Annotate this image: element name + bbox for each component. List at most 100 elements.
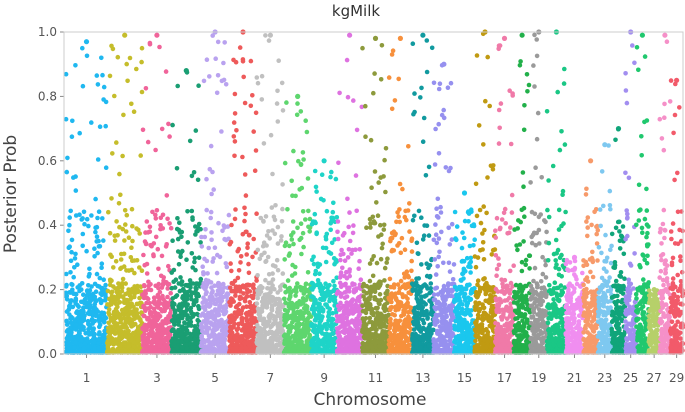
data-point: [100, 72, 105, 78]
data-point: [284, 100, 289, 105]
data-point: [196, 221, 202, 227]
data-point: [269, 205, 275, 210]
data-point: [313, 346, 319, 351]
data-point: [151, 253, 156, 259]
data-point: [409, 268, 414, 274]
data-point: [369, 185, 374, 190]
data-point: [305, 339, 311, 345]
data-point: [345, 255, 351, 260]
data-point: [176, 322, 181, 327]
data-point: [274, 101, 280, 106]
data-point: [167, 313, 173, 319]
data-point: [244, 304, 249, 310]
data-point: [344, 57, 350, 63]
data-point: [146, 321, 152, 327]
data-point: [96, 209, 102, 214]
data-point: [115, 292, 121, 298]
data-point: [228, 296, 234, 301]
data-point: [307, 229, 313, 234]
data-point: [350, 319, 356, 324]
data-point: [79, 287, 84, 292]
data-point: [178, 254, 183, 260]
data-point: [363, 134, 368, 139]
data-point: [269, 308, 275, 313]
data-point: [207, 166, 213, 172]
data-point: [152, 309, 157, 315]
data-point: [258, 284, 264, 289]
data-point: [395, 210, 400, 215]
data-point: [259, 97, 265, 102]
data-point: [149, 243, 154, 249]
data-point: [242, 205, 247, 211]
data-point: [306, 208, 311, 214]
data-point: [298, 302, 304, 307]
data-point: [163, 305, 169, 311]
data-point: [146, 339, 151, 345]
data-point: [342, 258, 348, 264]
data-point: [380, 241, 386, 247]
data-point: [227, 318, 233, 324]
data-point: [161, 321, 166, 326]
data-point: [107, 282, 113, 288]
data-point: [193, 289, 198, 294]
data-point: [100, 332, 106, 338]
data-point: [99, 55, 104, 61]
data-point: [323, 324, 328, 329]
data-point: [381, 222, 387, 228]
data-point: [335, 219, 341, 224]
data-point: [295, 101, 300, 106]
data-point: [73, 296, 79, 302]
data-point: [286, 323, 292, 329]
data-point: [367, 278, 373, 284]
data-point: [384, 314, 390, 319]
data-point: [195, 228, 200, 234]
data-point: [76, 336, 81, 341]
data-point: [282, 307, 288, 313]
data-point: [93, 196, 98, 202]
data-point: [218, 334, 224, 339]
data-point: [209, 230, 214, 235]
data-point: [137, 231, 142, 236]
data-point: [117, 342, 123, 348]
data-point: [189, 208, 195, 214]
data-point: [201, 299, 207, 304]
data-point: [319, 326, 325, 332]
data-point: [135, 289, 140, 295]
data-point: [132, 294, 137, 300]
data-point: [367, 315, 373, 321]
data-point: [150, 333, 155, 339]
data-point: [207, 296, 213, 301]
data-point: [137, 265, 142, 270]
data-point: [172, 314, 178, 320]
data-point: [156, 295, 161, 300]
data-point: [244, 229, 249, 235]
data-point: [338, 300, 343, 306]
data-point: [222, 328, 227, 334]
data-point: [405, 300, 411, 306]
data-point: [385, 300, 390, 306]
data-point: [303, 118, 309, 123]
data-point: [324, 292, 329, 298]
data-point: [95, 157, 101, 162]
data-point: [138, 284, 143, 289]
data-point: [228, 261, 233, 266]
data-point: [367, 297, 372, 302]
data-point: [409, 249, 415, 254]
data-point: [277, 300, 283, 305]
data-point: [136, 330, 141, 336]
chart-title: kgMilk: [332, 2, 380, 20]
data-point: [248, 103, 254, 109]
data-point: [385, 292, 390, 297]
data-point: [183, 337, 189, 343]
data-point: [409, 258, 415, 264]
data-point: [406, 290, 412, 296]
data-point: [99, 310, 105, 316]
data-point: [127, 291, 132, 297]
data-point: [254, 322, 260, 328]
data-point: [284, 346, 290, 352]
data-point: [334, 275, 340, 281]
data-point: [148, 349, 153, 355]
data-point: [147, 300, 152, 306]
data-point: [235, 332, 240, 337]
